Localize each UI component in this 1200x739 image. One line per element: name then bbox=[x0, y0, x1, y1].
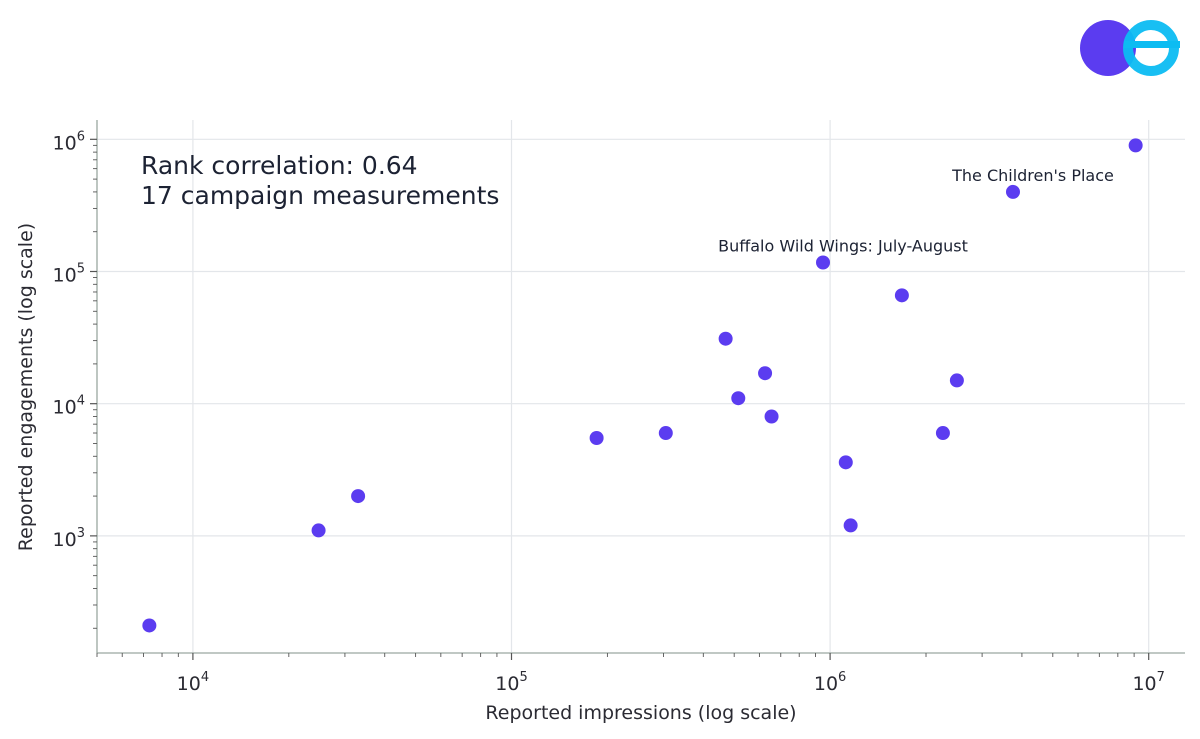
y-axis-label: Reported engagements (log scale) bbox=[15, 223, 37, 551]
data-point bbox=[351, 489, 366, 504]
brand-logo bbox=[1080, 20, 1180, 76]
x-tick-label: 104 bbox=[177, 670, 209, 695]
data-point bbox=[142, 618, 157, 633]
measurement-count-label: 17 campaign measurements bbox=[141, 181, 499, 210]
grid-lines bbox=[97, 120, 1185, 653]
annotations: The Children's Place Buffalo Wild Wings: … bbox=[718, 166, 1114, 256]
x-axis-label: Reported impressions (log scale) bbox=[485, 702, 796, 724]
data-point bbox=[1005, 184, 1020, 199]
data-point bbox=[731, 391, 746, 406]
data-point bbox=[949, 373, 964, 388]
data-point bbox=[816, 255, 831, 270]
point-annotation: The Children's Place bbox=[951, 166, 1114, 185]
y-tick-label: 105 bbox=[53, 262, 85, 287]
data-point bbox=[764, 409, 779, 424]
y-tick-label: 104 bbox=[53, 394, 85, 419]
rank-correlation-label: Rank correlation: 0.64 bbox=[141, 151, 418, 180]
y-tick-labels: 103 104 105 106 bbox=[53, 129, 85, 551]
y-tick-label: 106 bbox=[53, 129, 85, 154]
data-points bbox=[142, 138, 1143, 633]
point-annotation: Buffalo Wild Wings: July-August bbox=[718, 236, 968, 255]
axes bbox=[90, 120, 1185, 660]
logo-left-circle bbox=[1080, 20, 1136, 76]
x-tick-label: 107 bbox=[1132, 670, 1164, 695]
x-tick-label: 105 bbox=[495, 670, 527, 695]
data-point bbox=[311, 523, 326, 538]
data-point bbox=[838, 455, 853, 470]
data-point bbox=[718, 331, 733, 346]
data-point bbox=[658, 426, 673, 441]
y-tick-label: 103 bbox=[53, 526, 85, 551]
data-point bbox=[843, 518, 858, 533]
data-point bbox=[894, 288, 909, 303]
data-point bbox=[935, 426, 950, 441]
x-tick-label: 106 bbox=[814, 670, 846, 695]
data-point bbox=[589, 431, 604, 446]
x-tick-labels: 104 105 106 107 bbox=[177, 670, 1165, 695]
data-point bbox=[758, 366, 773, 381]
logo-right-bar bbox=[1124, 41, 1180, 48]
data-point bbox=[1128, 138, 1143, 153]
